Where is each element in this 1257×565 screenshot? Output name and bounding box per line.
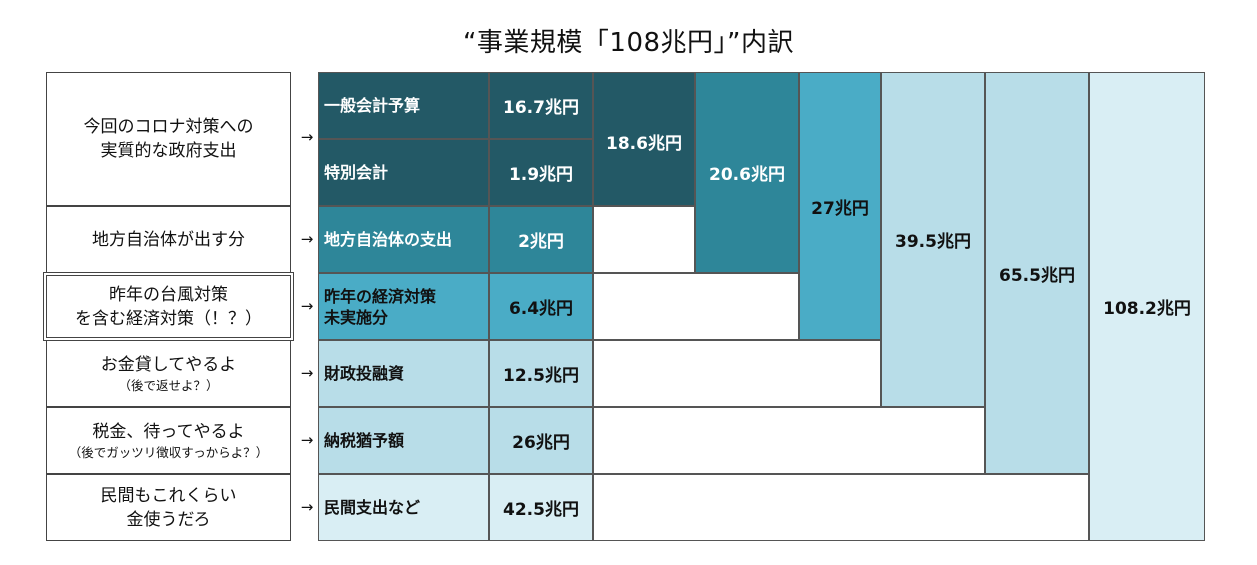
row-desc-government: 今回のコロナ対策への 実質的な政府支出: [46, 72, 291, 206]
label-text: 地方自治体の支出: [324, 230, 453, 249]
label-text: 民間支出など: [324, 498, 421, 517]
desc-line: 実質的な政府支出: [100, 141, 237, 161]
row-desc-typhoon: 昨年の台風対策 を含む経済対策（！？）: [43, 272, 294, 341]
row-desc-local: 地方自治体が出す分: [46, 206, 291, 273]
row-desc-tax: 税金、待ってやるよ （後でガッツリ徴収すっからよ？）: [46, 407, 291, 474]
label-text: 財政投融資: [324, 364, 405, 383]
label-text: 一般会計予算: [324, 96, 421, 115]
label-local-gov: 地方自治体の支出: [318, 206, 489, 273]
arrow-icon: →: [300, 364, 314, 382]
label-last-year-measures: 昨年の経済対策 未実施分: [318, 273, 489, 340]
desc-line: を含む経済対策（！？）: [75, 308, 262, 329]
label-text: 特別会計: [324, 163, 389, 182]
cumulative-total-3: 27兆円: [799, 72, 881, 340]
empty-cell: [593, 206, 695, 273]
label-text: 納税猶予額: [324, 431, 405, 450]
cumulative-total-2: 20.6兆円: [695, 72, 799, 273]
label-text: 未実施分: [324, 307, 389, 327]
label-general-budget: 一般会計予算: [318, 72, 489, 139]
arrow-icon: →: [300, 498, 314, 516]
value-fiscal-loan: 12.5兆円: [489, 340, 593, 407]
value-tax-deferral: 26兆円: [489, 407, 593, 474]
label-text: 昨年の経済対策: [324, 286, 437, 306]
desc-note: （後でガッツリ徴収すっからよ？）: [68, 444, 269, 460]
value-last-year-measures: 6.4兆円: [489, 273, 593, 340]
desc-line: お金貸してやるよ: [100, 354, 237, 375]
row-desc-loan: お金貸してやるよ （後で返せよ？）: [46, 340, 291, 407]
cumulative-total-5: 65.5兆円: [985, 72, 1089, 474]
desc-line: 税金、待ってやるよ: [92, 421, 245, 442]
arrow-icon: →: [300, 128, 314, 146]
desc-line: 昨年の台風対策: [109, 284, 228, 305]
desc-note: （後で返せよ？）: [118, 377, 219, 393]
label-private-spending: 民間支出など: [318, 474, 489, 541]
arrow-icon: →: [300, 230, 314, 248]
label-tax-deferral: 納税猶予額: [318, 407, 489, 474]
empty-cell: [593, 474, 1089, 541]
empty-cell: [593, 273, 799, 340]
value-special-account: 1.9兆円: [489, 139, 593, 206]
label-fiscal-loan: 財政投融資: [318, 340, 489, 407]
cumulative-total-1: 18.6兆円: [593, 72, 695, 206]
cumulative-total-4: 39.5兆円: [881, 72, 985, 407]
value-local-gov: 2兆円: [489, 206, 593, 273]
value-private-spending: 42.5兆円: [489, 474, 593, 541]
value-general-budget: 16.7兆円: [489, 72, 593, 139]
empty-cell: [593, 340, 881, 407]
desc-line: 地方自治体が出す分: [92, 229, 245, 250]
arrow-icon: →: [300, 431, 314, 449]
page-title: “事業規模「108兆円」”内訳: [462, 28, 795, 58]
row-desc-private: 民間もこれくらい 金使うだろ: [46, 474, 291, 541]
arrow-icon: →: [300, 297, 314, 315]
desc-line: 民間もこれくらい: [100, 485, 237, 506]
label-special-account: 特別会計: [318, 139, 489, 206]
cumulative-total-6: 108.2兆円: [1089, 72, 1205, 541]
empty-cell: [593, 407, 985, 474]
desc-line: 金使うだろ: [126, 509, 211, 530]
desc-line: 今回のコロナ対策への: [83, 117, 254, 137]
